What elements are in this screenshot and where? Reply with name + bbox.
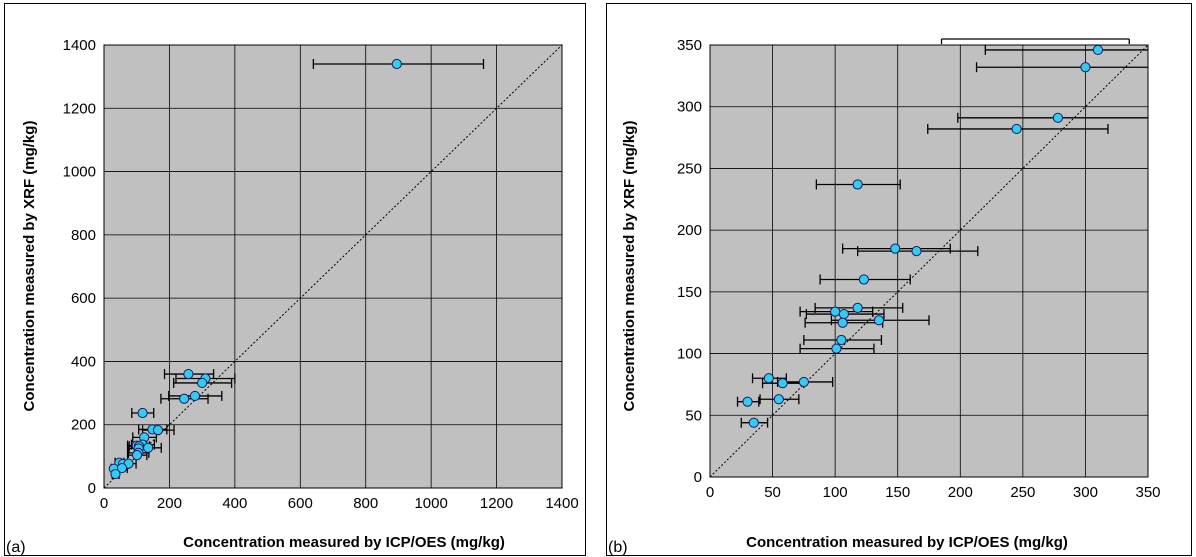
y-tick-label: 50 [685,407,702,424]
y-axis-label: Concentration measured by XRF (mg/kg) [21,121,38,412]
x-tick-label: 300 [1073,484,1098,501]
data-point [1080,62,1091,73]
data-point [838,308,850,320]
x-tick-label: 1200 [480,495,513,512]
data-point [773,394,784,405]
data-point [890,243,901,254]
panel-label: (b) [608,539,628,556]
y-tick-label: 300 [677,99,702,116]
chart-panel-a: 0 200 400 600 800 1000 1200 1400 0 200 400 600 800 1… [0,0,590,557]
x-axis-label: Concentration measured by ICP/OES (mg/kg… [183,534,505,551]
y-axis-label: Concentration measured by XRF (mg/kg) [621,121,638,412]
data-point [798,376,809,388]
data-point [852,302,863,314]
data-point [110,468,121,480]
data-point [1092,44,1104,56]
y-tick-label: 1000 [63,164,96,181]
x-tick-label: 600 [288,495,313,512]
y-tick-label: 600 [71,290,96,307]
identity-line [709,44,1149,478]
scatter-chart-a: 0 200 400 600 800 1000 1200 1400 0 200 400 600 800 1… [4,3,586,556]
y-tick-label: 350 [677,37,702,54]
data-point [873,315,885,326]
x-tick-label: 200 [948,484,973,501]
y-tick-label: 150 [677,284,702,301]
y-tick-labels: 0 200 400 600 800 1000 1200 1400 [63,37,96,497]
data-point [143,442,154,453]
data-points [742,44,1104,428]
plot-area [104,45,562,488]
data-point [116,462,128,474]
chart-panel-b: 0 50 100 150 200 250 300 350 0 50 100 150 200 250 300… [604,0,1194,557]
y-tick-label: 1200 [63,100,96,117]
x-tick-label: 400 [222,495,247,512]
error-bar [975,62,1148,73]
data-point [183,368,194,380]
y-tick-labels: 0 50 100 150 200 250 300 350 [677,37,702,486]
x-tick-label: 800 [353,495,378,512]
y-tick-label: 0 [88,480,96,497]
data-point [830,306,841,317]
x-tick-label: 250 [1010,484,1035,501]
x-tick-label: 1000 [414,495,447,512]
data-point [1011,123,1022,135]
plot-border [709,44,1149,478]
y-tick-label: 200 [677,222,702,239]
x-tick-label: 350 [1135,484,1160,501]
x-tick-label: 100 [823,484,848,501]
data-point [197,377,208,389]
data-point [179,393,190,404]
data-point [189,390,201,402]
data-point [152,424,164,436]
scatter-chart-b: 0 50 100 150 200 250 300 350 0 50 100 150 200 250 300… [606,3,1192,556]
x-tick-label: 50 [764,484,781,501]
y-tick-label: 100 [677,346,702,363]
x-tick-labels: 0 200 400 600 800 1000 1200 1400 [100,495,579,512]
data-point [748,417,759,428]
data-point [391,58,402,70]
y-tick-label: 0 [694,469,702,486]
data-point [837,317,848,328]
y-tick-label: 200 [71,417,96,434]
y-tick-label: 800 [71,227,96,244]
y-tick-label: 400 [71,353,96,370]
data-point [763,373,774,384]
x-tick-label: 1400 [545,495,578,512]
x-tick-labels: 0 50 100 150 200 250 300 350 [706,484,1161,501]
data-point [836,334,847,346]
panel-label: (a) [6,539,26,556]
offscale-error-bar [940,38,1130,44]
x-tick-label: 150 [885,484,910,501]
data-point [1052,112,1063,123]
error-bar [984,44,1148,55]
x-tick-label: 200 [157,495,182,512]
data-point [911,246,922,257]
y-tick-label: 250 [677,160,702,177]
data-point [137,407,148,419]
data-point [858,274,870,285]
data-point [131,449,143,461]
data-point [777,378,788,389]
data-point [742,396,753,407]
x-tick-label: 0 [706,484,714,501]
x-tick-label: 0 [100,495,108,512]
x-axis-label: Concentration measured by ICP/OES (mg/kg… [746,534,1068,551]
data-points [108,58,402,480]
data-point [852,179,863,190]
plot-border [103,44,563,489]
data-point [831,343,842,354]
y-tick-label: 1400 [63,37,96,54]
